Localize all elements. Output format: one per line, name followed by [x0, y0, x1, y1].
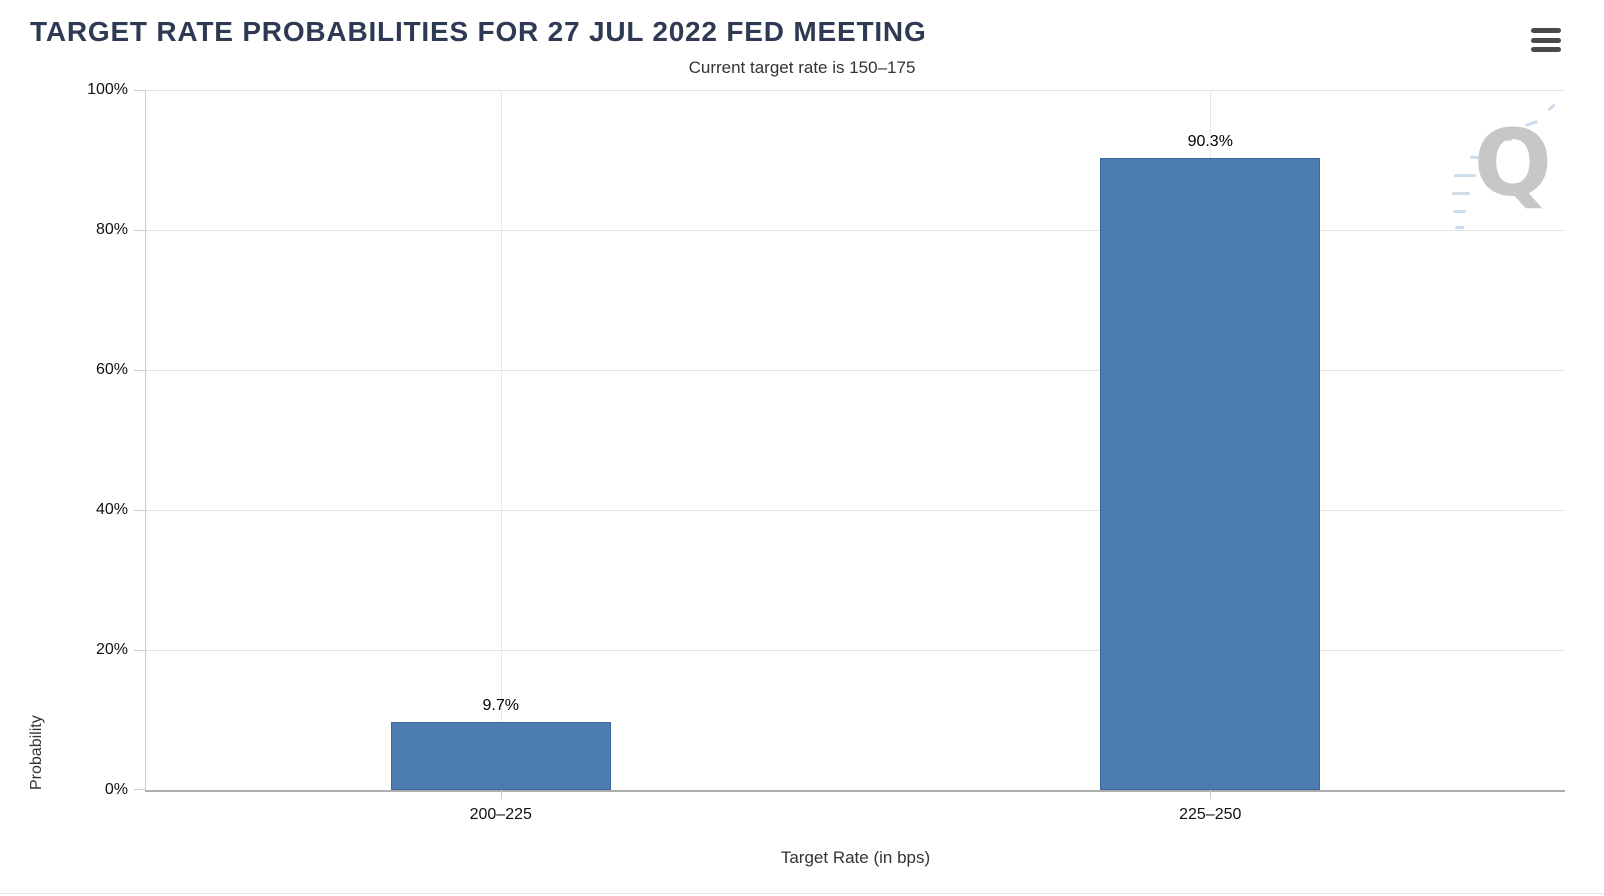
y-tick-label: 0% [104, 781, 128, 798]
plot-area: 100% 80% 60% 40% 20% 0% 9.7% 90.3% 200–2… [87, 82, 1565, 867]
x-axis-title: Target Rate (in bps) [780, 848, 931, 867]
y-tick [134, 650, 146, 651]
hamburger-bar [1531, 28, 1561, 33]
y-tick [134, 510, 146, 511]
x-axis-line [145, 790, 1565, 792]
bar-200-225[interactable] [390, 722, 611, 790]
widget-bottom-border [0, 893, 1604, 894]
x-tick [1210, 790, 1212, 799]
hamburger-bar [1531, 37, 1561, 43]
bar-data-label: 90.3% [1187, 132, 1233, 150]
y-axis-title: Probability [28, 715, 45, 790]
gridline-category-1 [500, 90, 502, 790]
gridline-40pct [146, 510, 1565, 511]
x-category-label: 225–250 [1179, 806, 1242, 823]
y-tick [134, 90, 146, 91]
y-tick [134, 230, 146, 231]
x-tick [500, 790, 502, 799]
x-category-label: 200–225 [469, 806, 532, 823]
y-tick-label: 40% [95, 501, 128, 518]
chart-title: TARGET RATE PROBABILITIES FOR 27 JUL 202… [30, 16, 927, 47]
bar-group-225-250: 90.3% [1100, 90, 1321, 790]
y-tick-label: 100% [87, 81, 128, 98]
y-tick-label: 60% [95, 361, 128, 378]
hamburger-bar [1531, 47, 1561, 52]
gridline-20pct [146, 650, 1565, 651]
bar-data-label: 9.7% [482, 697, 519, 715]
hamburger-menu-icon[interactable] [1531, 28, 1561, 52]
bar-group-200-225: 9.7% [390, 90, 611, 790]
y-tick-label: 20% [95, 641, 128, 658]
y-tick-label: 80% [95, 221, 128, 238]
y-tick [134, 789, 146, 790]
y-tick [134, 370, 146, 371]
chart-subtitle: Current target rate is 150–175 [688, 58, 916, 77]
gridline-80pct [146, 230, 1565, 231]
gridline-60pct [146, 370, 1565, 371]
gridline-100pct [146, 90, 1565, 91]
bar-225-250[interactable] [1100, 157, 1321, 790]
